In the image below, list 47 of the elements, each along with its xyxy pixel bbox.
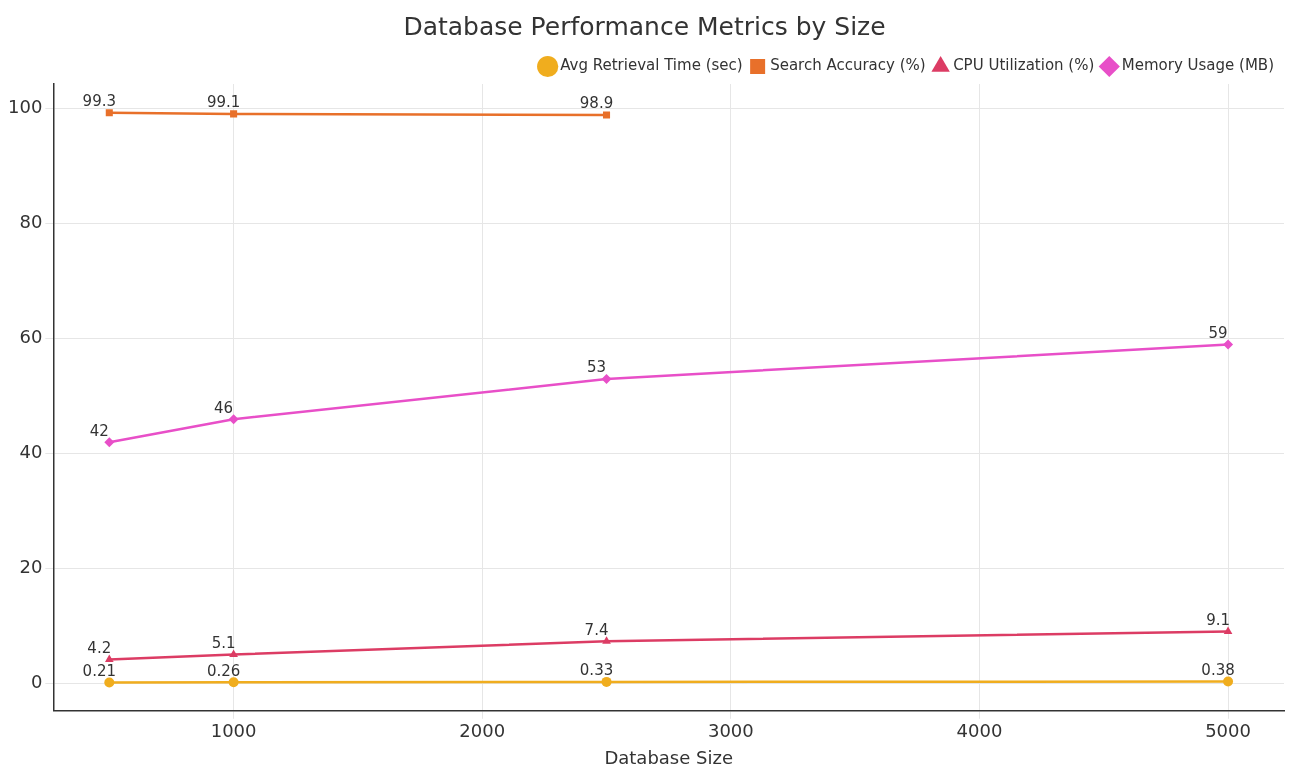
x-tick-label: 4000	[956, 720, 1003, 742]
data-label: 9.1	[1206, 610, 1230, 629]
legend-label: CPU Utilization (%)	[953, 56, 1095, 75]
point	[1223, 626, 1233, 634]
point	[601, 374, 612, 384]
point	[105, 109, 113, 117]
legend-label: Avg Retrieval Time (sec)	[560, 56, 743, 75]
data-label: 0.26	[206, 661, 241, 680]
point	[228, 414, 239, 425]
point	[228, 677, 239, 688]
y-tick-label: 20	[19, 556, 43, 578]
x-tick-label: 5000	[1205, 720, 1251, 742]
data-label: 53	[586, 358, 607, 377]
legend-label: Memory Usage (MB)	[1121, 56, 1275, 75]
point	[602, 111, 611, 119]
legend-label: Search Accuracy (%)	[770, 56, 926, 75]
point	[104, 654, 114, 663]
x-axis-title: Database Size	[604, 746, 733, 768]
data-label: 46	[214, 398, 234, 417]
data-label: 99.3	[82, 92, 116, 111]
x-tick-label: 1000	[210, 720, 257, 742]
y-tick-label: 100	[8, 96, 43, 118]
data-label: 59	[1208, 323, 1228, 342]
y-tick-label: 40	[19, 441, 43, 463]
point	[104, 437, 115, 448]
y-tick-label: 80	[19, 211, 43, 233]
point	[602, 636, 611, 644]
data-label: 42	[89, 421, 109, 440]
data-label: 98.9	[579, 94, 614, 113]
point	[1223, 676, 1234, 687]
x-tick-label: 2000	[459, 720, 506, 742]
data-label: 5.1	[211, 633, 236, 652]
point	[1223, 339, 1234, 350]
point	[104, 677, 115, 688]
chart-title: Database Performance Metrics by Size	[403, 11, 886, 41]
y-tick-label: 0	[30, 671, 43, 693]
data-label: 7.4	[584, 620, 609, 639]
point	[230, 110, 238, 118]
data-label: 99.1	[206, 93, 241, 112]
x-tick-label: 3000	[707, 720, 754, 742]
data-label: 0.21	[82, 661, 116, 680]
data-label: 4.2	[87, 639, 112, 658]
point	[229, 649, 238, 657]
data-label: 0.38	[1201, 660, 1235, 679]
data-label: 0.33	[579, 661, 614, 680]
point	[601, 676, 612, 687]
y-tick-label: 60	[19, 326, 43, 348]
